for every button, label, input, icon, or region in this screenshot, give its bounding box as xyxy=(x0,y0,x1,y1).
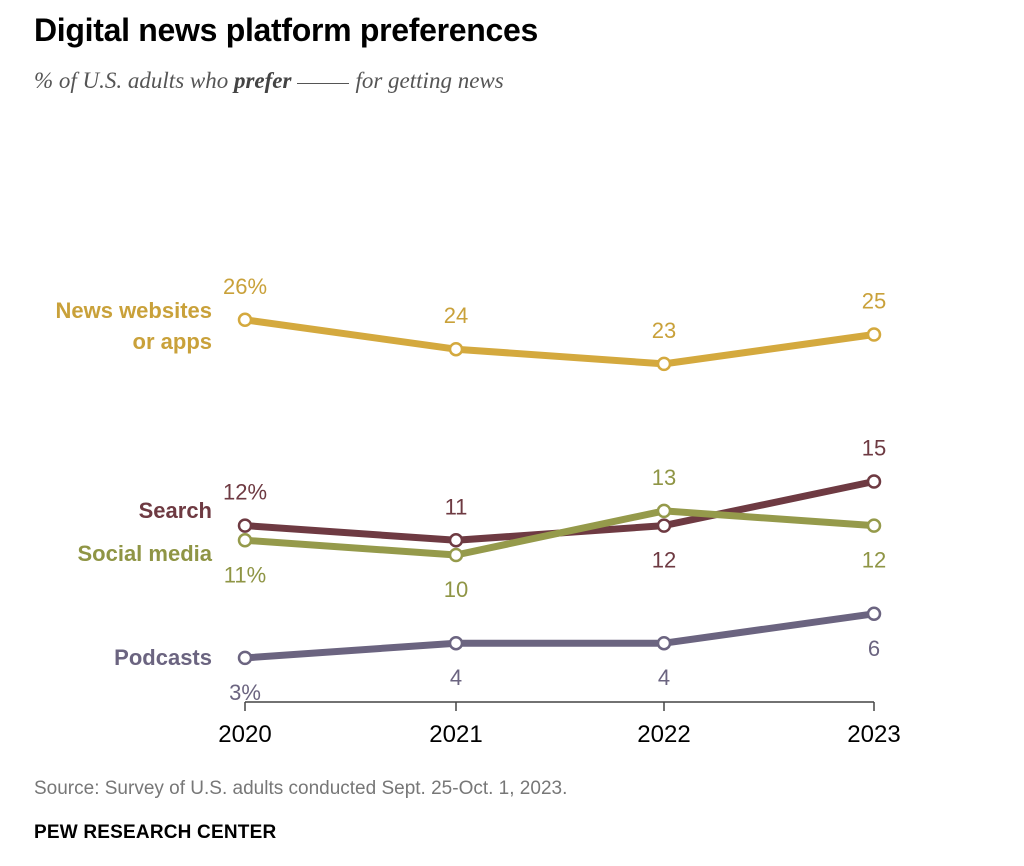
data-point-social-2022 xyxy=(656,503,672,519)
data-point-search-2020 xyxy=(237,518,253,533)
series-name-social: Social media xyxy=(77,541,212,566)
data-label-news-2020: 26% xyxy=(223,274,267,299)
series-name-news-line2: or apps xyxy=(133,329,212,354)
series-line-news xyxy=(241,316,878,368)
source-note: Source: Survey of U.S. adults conducted … xyxy=(34,778,568,799)
data-label-podcasts-2020: 3% xyxy=(229,680,261,705)
data-point-news-2021 xyxy=(448,341,464,357)
data-label-social-2022: 13 xyxy=(652,465,676,490)
data-point-podcasts-2021 xyxy=(448,635,464,651)
series-line-social xyxy=(241,507,878,559)
data-label-podcasts-2023: 6 xyxy=(868,636,880,661)
series-name-news: News websites xyxy=(55,298,212,323)
data-label-search-2023: 15 xyxy=(862,436,886,461)
data-label-news-2022: 23 xyxy=(652,318,676,343)
data-point-social-2021 xyxy=(448,547,464,563)
subtitle-emphasis: prefer xyxy=(233,68,292,93)
series-name-search: Search xyxy=(139,498,212,523)
data-point-news-2020 xyxy=(237,312,253,328)
data-label-news-2021: 24 xyxy=(444,303,468,328)
data-point-search-2021 xyxy=(448,533,464,548)
chart-subtitle: % of U.S. adults who prefer for getting n… xyxy=(34,68,504,94)
data-point-social-2023 xyxy=(866,518,882,533)
data-label-search-2022: 12 xyxy=(652,548,676,573)
data-point-news-2023 xyxy=(866,327,882,342)
series-line-podcasts xyxy=(241,610,878,662)
chart-title: Digital news platform preferences xyxy=(34,12,539,48)
data-label-search-2021: 11 xyxy=(445,494,468,519)
data-label-social-2023: 12 xyxy=(862,548,886,573)
data-point-podcasts-2022 xyxy=(656,635,672,651)
data-label-social-2021: 10 xyxy=(444,577,468,602)
brand-label: PEW RESEARCH CENTER xyxy=(34,822,277,843)
x-tick-label-2022: 2022 xyxy=(637,721,690,748)
subtitle-prefix: % of U.S. adults who xyxy=(34,68,229,93)
series-name-podcasts: Podcasts xyxy=(114,645,212,670)
data-label-news-2023: 25 xyxy=(862,289,886,314)
x-tick-label-2023: 2023 xyxy=(847,721,900,748)
data-point-search-2023 xyxy=(866,474,882,489)
data-label-search-2020: 12% xyxy=(223,480,267,505)
data-point-podcasts-2023 xyxy=(866,606,882,622)
data-point-news-2022 xyxy=(656,356,672,372)
data-label-social-2020: 11% xyxy=(224,562,266,587)
x-tick-label-2020: 2020 xyxy=(218,721,271,748)
data-point-podcasts-2020 xyxy=(237,650,253,666)
data-label-podcasts-2022: 4 xyxy=(658,665,670,690)
data-point-social-2020 xyxy=(237,533,253,548)
x-tick-label-2021: 2021 xyxy=(429,721,482,748)
data-point-search-2022 xyxy=(656,518,672,533)
subtitle-suffix: for getting news xyxy=(355,68,504,93)
subtitle-blank xyxy=(297,83,350,84)
data-label-podcasts-2021: 4 xyxy=(450,665,462,690)
